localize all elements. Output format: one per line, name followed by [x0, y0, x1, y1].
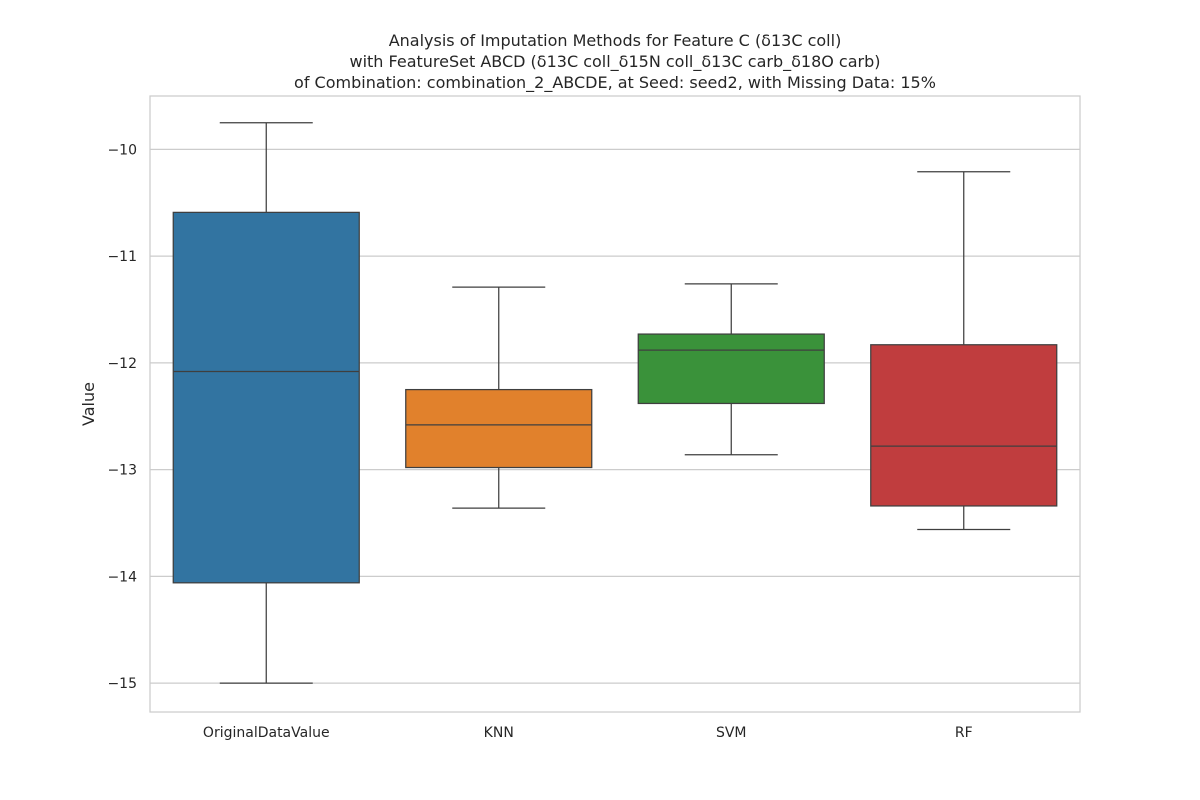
iqr-box [172, 211, 360, 584]
box-svm [637, 283, 825, 456]
title-line-1: Analysis of Imputation Methods for Featu… [389, 31, 842, 50]
x-tick-label: KNN [484, 725, 514, 741]
y-tick-label: −13 [107, 463, 137, 479]
chart-title: Analysis of Imputation Methods for Featu… [294, 31, 936, 93]
title-line-2: with FeatureSet ABCD (δ13C coll_δ15N col… [349, 52, 880, 72]
x-tick-label: SVM [716, 725, 747, 741]
y-tick-label: −11 [107, 249, 137, 265]
y-tick-label: −12 [107, 356, 137, 372]
box-rf [870, 171, 1058, 531]
title-line-3: of Combination: combination_2_ABCDE, at … [294, 73, 936, 93]
plot-frame [149, 95, 1081, 713]
iqr-box [637, 333, 825, 405]
iqr-box [405, 388, 593, 469]
box-originaldatavalue [172, 122, 360, 684]
y-tick-label: −15 [107, 676, 137, 692]
boxes [172, 122, 1058, 684]
y-tick-label: −14 [107, 569, 137, 585]
iqr-box [870, 344, 1058, 507]
box-knn [405, 286, 593, 509]
y-tick-label: −10 [107, 142, 137, 158]
y-axis-label: Value [79, 382, 98, 426]
x-tick-label: RF [955, 725, 973, 741]
x-axis-ticks: OriginalDataValue KNN SVM RF [203, 725, 973, 741]
x-tick-label: OriginalDataValue [203, 725, 330, 741]
y-axis-ticks: −10 −11 −12 −13 −14 −15 [107, 142, 137, 692]
